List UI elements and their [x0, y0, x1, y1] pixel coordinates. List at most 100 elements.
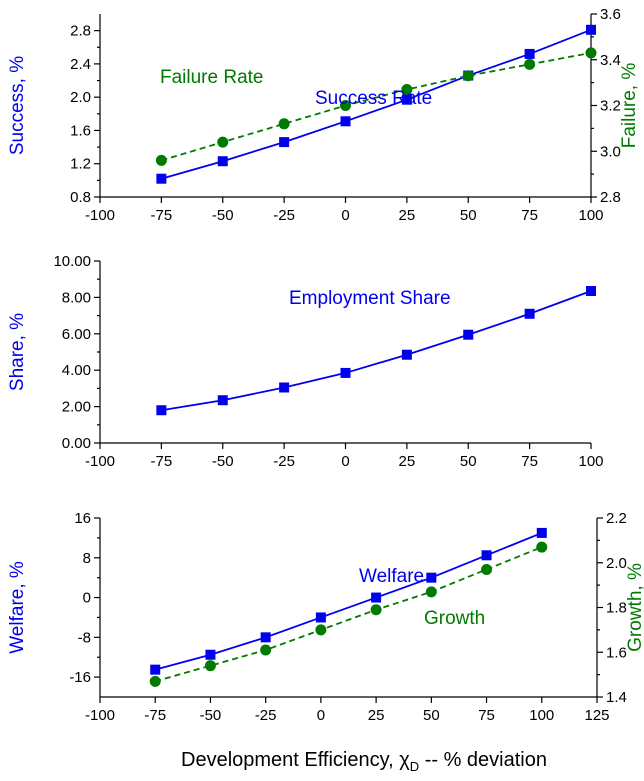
- data-point-employment-share: [340, 367, 351, 378]
- data-point-failure-rate: [217, 136, 229, 148]
- data-point-failure-rate: [401, 83, 413, 95]
- x-tick-label: -50: [212, 207, 234, 224]
- x-tick-label: 25: [399, 207, 416, 224]
- x-axis-label-rest: -- % deviation: [419, 749, 547, 771]
- x-tick-label: 50: [460, 207, 477, 224]
- x-tick-label: -25: [255, 707, 277, 724]
- data-point-success-rate: [340, 116, 351, 127]
- x-tick-label: 125: [584, 707, 609, 724]
- data-point-growth: [370, 604, 382, 616]
- data-point-employment-share: [279, 382, 290, 393]
- y-tick-label-right: 2.0: [606, 555, 627, 572]
- x-tick-label: 50: [423, 707, 440, 724]
- y-tick-label-left: 1.2: [70, 156, 91, 173]
- y-tick-label-right: 3.0: [600, 143, 621, 160]
- data-point-failure-rate: [585, 47, 597, 59]
- data-point-employment-share: [524, 308, 535, 319]
- data-point-growth: [425, 586, 437, 598]
- x-axis-label: Development Efficiency, χD -- % deviatio…: [181, 749, 547, 774]
- y-tick-label-right: 1.4: [606, 689, 627, 706]
- y-tick-label-left: -16: [69, 669, 91, 686]
- x-tick-label: 25: [399, 453, 416, 470]
- x-tick-label: 75: [521, 207, 538, 224]
- data-point-success-rate: [217, 156, 228, 167]
- x-axis-label-subscript: D: [410, 759, 419, 774]
- annotation-failure-rate: Failure Rate: [160, 67, 264, 88]
- x-tick-label: 0: [317, 707, 325, 724]
- annotation-growth: Growth: [424, 608, 485, 629]
- data-point-growth: [204, 660, 216, 672]
- data-point-failure-rate: [155, 154, 167, 166]
- data-point-welfare: [481, 550, 492, 561]
- data-point-welfare: [536, 527, 547, 538]
- data-point-growth: [149, 675, 161, 687]
- data-point-failure-rate: [462, 70, 474, 82]
- x-tick-label: -100: [85, 207, 115, 224]
- x-tick-label: 100: [578, 453, 603, 470]
- x-tick-label: 75: [478, 707, 495, 724]
- y-axis-label-left: Welfare, %: [7, 561, 28, 654]
- x-tick-label: -75: [144, 707, 166, 724]
- y-tick-label-left: -8: [78, 629, 91, 646]
- x-tick-label: -25: [273, 453, 295, 470]
- y-tick-label-left: 6.00: [62, 326, 91, 343]
- y-axis-label-right: Failure, %: [619, 63, 640, 149]
- x-tick-label: 100: [578, 207, 603, 224]
- data-point-growth: [315, 624, 327, 636]
- data-point-failure-rate: [340, 100, 351, 111]
- data-point-growth: [536, 541, 548, 553]
- x-tick-label: 0: [341, 207, 349, 224]
- data-point-success-rate: [279, 137, 290, 148]
- y-tick-label-right: 1.6: [606, 644, 627, 661]
- annotation-success-rate: Success Rate: [315, 88, 432, 109]
- series-line-employment-share: [161, 290, 592, 412]
- y-axis-label-right: Growth, %: [625, 563, 644, 652]
- series-line-success-rate: [161, 28, 592, 180]
- data-point-welfare: [426, 572, 437, 583]
- y-tick-label-left: 1.6: [70, 122, 91, 139]
- x-tick-label: 100: [529, 707, 554, 724]
- y-tick-label-left: 2.00: [62, 399, 91, 416]
- x-tick-label: -100: [85, 453, 115, 470]
- x-tick-label: -50: [212, 453, 234, 470]
- x-tick-label: -75: [151, 453, 173, 470]
- y-tick-label-left: 0.00: [62, 435, 91, 452]
- y-tick-label-left: 4.00: [62, 362, 91, 379]
- panel-welfare-growth: -100 -75 -50 -25 0 25 50 75 100 125 -16 -8 0 8 16 1.4 1.…: [7, 510, 644, 724]
- y-tick-label-right: 1.8: [606, 600, 627, 617]
- y-tick-label-left: 10.00: [53, 253, 91, 270]
- data-point-employment-share: [217, 395, 228, 406]
- data-point-growth: [260, 644, 272, 656]
- annotation-welfare: Welfare: [359, 566, 424, 587]
- y-tick-label-left: 8: [83, 550, 91, 567]
- y-tick-label-left: 16: [74, 510, 91, 527]
- panel-employment-share: -100 -75 -50 -25 0 25 50 75 100 0.00 2.00 4.00 6.00 8…: [7, 253, 604, 470]
- series-line-failure-rate: [161, 52, 592, 162]
- y-axis-label-left: Share, %: [7, 313, 28, 391]
- x-tick-label: 25: [368, 707, 385, 724]
- y-tick-label-left: 0.8: [70, 189, 91, 206]
- data-point-success-rate: [401, 94, 412, 105]
- data-point-growth: [481, 563, 493, 575]
- y-tick-label-left: 8.00: [62, 289, 91, 306]
- y-tick-label-left: 2.8: [70, 23, 91, 40]
- x-tick-label: 50: [460, 453, 477, 470]
- data-point-welfare: [260, 632, 271, 643]
- data-point-welfare: [205, 649, 216, 660]
- x-tick-label: -100: [85, 707, 115, 724]
- series-line-welfare: [154, 532, 543, 671]
- y-tick-label-right: 3.4: [600, 52, 621, 69]
- y-tick-label-right: 3.2: [600, 98, 621, 115]
- y-tick-label-left: 2.4: [70, 56, 91, 73]
- x-tick-label: -75: [151, 207, 173, 224]
- x-tick-label: -50: [200, 707, 222, 724]
- y-axis-label-left: Success, %: [7, 56, 28, 155]
- x-tick-label: -25: [273, 207, 295, 224]
- data-point-success-rate: [156, 173, 167, 184]
- y-tick-label-left: 0: [83, 590, 91, 607]
- data-point-employment-share: [401, 349, 412, 360]
- series-line-growth: [154, 546, 543, 683]
- x-tick-label: 0: [341, 453, 349, 470]
- data-point-welfare: [150, 664, 161, 675]
